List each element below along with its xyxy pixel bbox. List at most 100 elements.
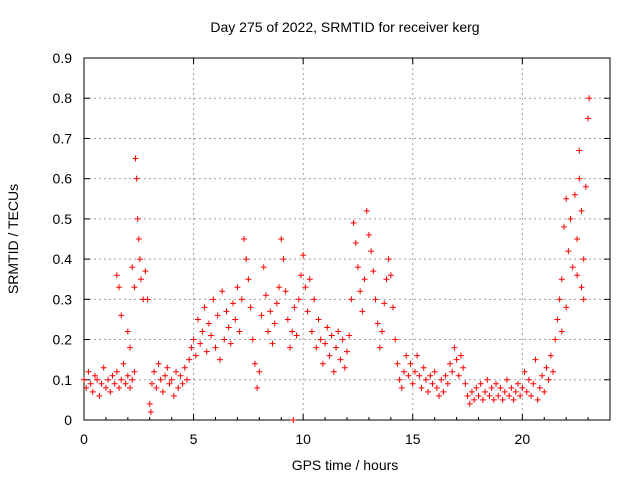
data-point: [258, 312, 265, 319]
data-point: [455, 372, 462, 379]
data-point: [87, 380, 94, 387]
data-point: [405, 372, 412, 379]
data-point: [148, 380, 155, 387]
data-point: [142, 268, 149, 275]
data-point: [284, 316, 291, 323]
y-tick-label: 0.5: [53, 211, 73, 227]
data-point: [230, 300, 237, 307]
data-point: [282, 288, 289, 295]
data-point: [479, 396, 486, 403]
data-point: [249, 336, 256, 343]
data-point: [578, 284, 585, 291]
data-point: [173, 368, 180, 375]
data-point: [471, 396, 478, 403]
data-point: [433, 384, 440, 391]
data-point: [503, 376, 510, 383]
data-point: [436, 392, 443, 399]
plot-frame: [83, 57, 611, 421]
data-point: [214, 312, 221, 319]
data-point: [127, 384, 134, 391]
data-point: [394, 360, 401, 367]
data-point: [116, 284, 123, 291]
data-point: [357, 288, 364, 295]
data-point: [124, 372, 131, 379]
data-point: [475, 392, 482, 399]
data-point: [118, 312, 125, 319]
data-point: [354, 264, 361, 271]
data-point: [184, 376, 191, 383]
data-point: [556, 296, 563, 303]
y-tick-label: 0.7: [53, 130, 73, 146]
data-point: [131, 368, 138, 375]
data-point: [499, 396, 506, 403]
data-point: [422, 376, 429, 383]
data-point: [124, 328, 131, 335]
data-point: [512, 388, 519, 395]
data-point: [267, 308, 274, 315]
data-point: [326, 352, 333, 359]
data-point: [466, 400, 473, 407]
data-point: [232, 316, 239, 323]
data-point: [530, 380, 537, 387]
data-point: [344, 348, 350, 355]
data-point: [201, 304, 208, 311]
data-point: [493, 380, 500, 387]
data-point: [431, 368, 438, 375]
data-point: [462, 380, 469, 387]
data-point: [563, 304, 570, 311]
data-point: [341, 364, 348, 371]
data-point: [398, 384, 405, 391]
data-point: [265, 328, 272, 335]
data-point: [580, 256, 587, 263]
data-point: [484, 376, 491, 383]
data-point: [552, 336, 559, 343]
data-point: [427, 372, 434, 379]
data-point: [574, 272, 581, 279]
data-point: [539, 372, 546, 379]
data-point: [271, 320, 278, 327]
data-point: [133, 175, 140, 182]
y-axis-label: SRMTID / TECUs: [5, 184, 21, 294]
data-point: [137, 276, 144, 283]
data-point: [260, 264, 267, 271]
data-point: [212, 344, 219, 351]
data-point: [490, 396, 497, 403]
data-point: [300, 252, 307, 259]
data-point: [497, 384, 504, 391]
data-point: [409, 380, 416, 387]
data-point: [580, 296, 587, 303]
data-point: [473, 384, 480, 391]
data-point: [418, 384, 425, 391]
data-point: [464, 392, 471, 399]
data-point: [438, 376, 445, 383]
data-point: [136, 256, 143, 263]
data-point: [521, 368, 528, 375]
data-point: [276, 284, 283, 291]
data-point: [508, 384, 515, 391]
data-point: [251, 360, 258, 367]
data-point: [221, 336, 228, 343]
data-point: [390, 304, 397, 311]
data-point: [558, 328, 565, 335]
data-point: [506, 392, 513, 399]
data-point: [370, 268, 377, 275]
data-point: [219, 288, 226, 295]
data-point: [534, 396, 541, 403]
data-point: [131, 284, 138, 291]
data-point: [273, 300, 280, 307]
data-point: [170, 392, 177, 399]
data-point: [352, 240, 359, 247]
data-point: [177, 372, 184, 379]
data-point: [205, 320, 212, 327]
data-point: [238, 296, 245, 303]
data-point: [116, 384, 123, 391]
data-point: [328, 332, 335, 339]
data-point: [363, 207, 370, 214]
chart-title: Day 275 of 2022, SRMTID for receiver ker…: [210, 19, 479, 35]
data-point: [89, 388, 96, 395]
data-point: [144, 296, 151, 303]
data-point: [333, 344, 340, 351]
data-point: [262, 292, 269, 299]
x-axis-label: GPS time / hours: [292, 457, 399, 473]
data-point: [192, 352, 199, 359]
